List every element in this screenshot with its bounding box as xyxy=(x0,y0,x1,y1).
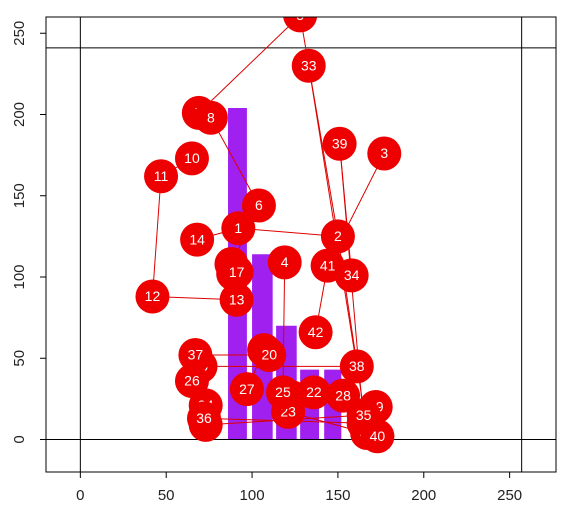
point-label: 39 xyxy=(332,135,348,151)
point xyxy=(241,188,276,223)
x-tick-label: 100 xyxy=(240,487,265,504)
point xyxy=(322,126,357,161)
point-label: 26 xyxy=(184,373,200,389)
x-tick-label: 150 xyxy=(325,487,350,504)
point xyxy=(193,100,228,135)
point xyxy=(178,338,213,372)
point-label: 40 xyxy=(370,428,386,444)
point-label: 25 xyxy=(275,384,291,400)
y-tick-label: 250 xyxy=(11,21,28,46)
point-label: 14 xyxy=(189,231,205,247)
point xyxy=(186,401,221,436)
point-label: 4 xyxy=(281,254,289,270)
point xyxy=(180,222,215,257)
point-label: 20 xyxy=(261,347,277,363)
point-label: 6 xyxy=(255,197,263,213)
x-tick-label: 200 xyxy=(411,487,436,504)
point-label: 17 xyxy=(229,264,245,280)
point xyxy=(296,375,331,410)
point-label: 1 xyxy=(234,220,242,236)
x-tick-label: 0 xyxy=(76,487,84,504)
point xyxy=(367,136,402,171)
edge xyxy=(308,65,358,367)
point-label: 13 xyxy=(229,291,245,307)
y-tick-label: 150 xyxy=(11,183,28,208)
plot-area: 1234567810111213141516171819202122232425… xyxy=(46,7,556,472)
x-tick-label: 250 xyxy=(497,487,522,504)
point xyxy=(221,211,256,246)
edge xyxy=(151,176,162,297)
point xyxy=(219,282,254,317)
point-label: 42 xyxy=(308,324,324,340)
y-tick-label: 100 xyxy=(11,264,28,289)
point-label: 11 xyxy=(154,168,169,184)
point xyxy=(360,419,395,454)
y-tick-label: 200 xyxy=(11,102,28,127)
y-tick-label: 0 xyxy=(11,435,28,443)
point xyxy=(310,248,345,283)
point xyxy=(267,245,302,280)
point-label: 37 xyxy=(188,347,204,363)
point xyxy=(252,338,287,372)
point xyxy=(144,159,179,194)
point-label: 34 xyxy=(344,267,360,283)
plot-frame xyxy=(45,16,557,473)
point-label: 12 xyxy=(145,288,161,304)
point-label: 3 xyxy=(380,145,388,161)
point-label: 33 xyxy=(301,57,317,73)
point-label: 41 xyxy=(320,257,336,273)
x-tick-label: 50 xyxy=(158,487,175,504)
point xyxy=(283,17,318,33)
point xyxy=(265,375,300,410)
point-label: 38 xyxy=(349,358,365,374)
point xyxy=(291,48,326,83)
point xyxy=(339,349,374,384)
point-label: 22 xyxy=(306,384,322,400)
point-label: 35 xyxy=(356,407,372,423)
point-label: 8 xyxy=(207,109,215,125)
point-label: 2 xyxy=(334,228,342,244)
edge xyxy=(308,65,339,237)
y-tick-label: 50 xyxy=(11,350,28,367)
point xyxy=(298,315,333,350)
point xyxy=(135,279,170,314)
edge xyxy=(198,17,300,114)
point-label: 5 xyxy=(296,7,304,23)
point-label: 10 xyxy=(184,150,200,166)
point xyxy=(229,372,264,407)
point xyxy=(174,364,209,398)
edge xyxy=(282,262,286,393)
point xyxy=(320,219,355,254)
point xyxy=(219,255,254,290)
point xyxy=(174,141,209,176)
point-label: 27 xyxy=(239,381,255,397)
point-label: 36 xyxy=(196,410,212,426)
point-label: 28 xyxy=(335,387,351,403)
